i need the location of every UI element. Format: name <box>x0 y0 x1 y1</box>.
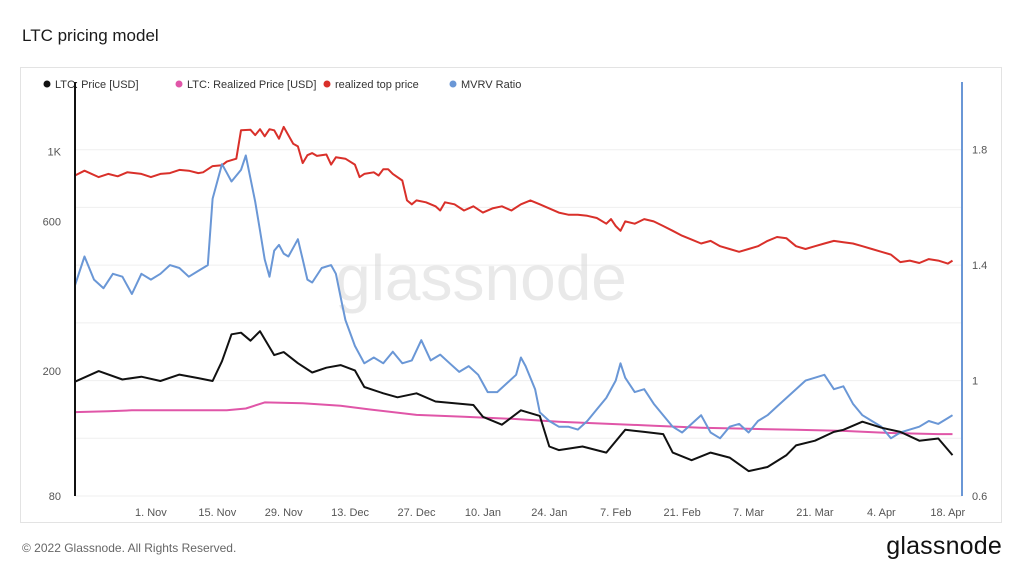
series-layer <box>74 125 954 473</box>
x-tick-label: 21. Feb <box>663 507 700 519</box>
legend-label: LTC: Price [USD] <box>55 79 139 91</box>
legend-item[interactable]: realized top price <box>323 79 419 91</box>
watermark: glassnode <box>335 242 627 314</box>
x-tick-label: 27. Dec <box>398 507 436 519</box>
legend-label: realized top price <box>335 79 419 91</box>
chart-svg: glassnode 80 200 600 1K 0.6 1 1.4 1.8 1. Nov 15. … <box>43 79 988 519</box>
watermark-text: glassnode <box>335 242 627 314</box>
x-tick-label: 15. Nov <box>198 507 236 519</box>
legend-marker <box>43 80 51 88</box>
x-tick-label: 13. Dec <box>331 507 369 519</box>
series-line-ltc-realized-price-usd <box>74 401 953 436</box>
x-tick-label: 7. Feb <box>600 507 631 519</box>
legend-label: LTC: Realized Price [USD] <box>187 79 316 91</box>
y-right-tick-label: 1.8 <box>972 145 987 157</box>
y-right-tick-label: 1.4 <box>972 260 987 272</box>
y-right-tick-label: 0.6 <box>972 491 987 503</box>
legend-item[interactable]: LTC: Price [USD] <box>43 79 139 91</box>
x-tick-label: 1. Nov <box>135 507 167 519</box>
legend-marker <box>175 80 183 88</box>
y-left-tick-label: 200 <box>43 366 61 378</box>
axes: 80 200 600 1K 0.6 1 1.4 1.8 1. Nov 15. Nov 29. Nov… <box>43 82 987 519</box>
x-tick-label: 21. Mar <box>796 507 834 519</box>
y-left-tick-label: 80 <box>49 491 61 503</box>
y-right-tick-label: 1 <box>972 376 978 388</box>
legend[interactable]: LTC: Price [USD] LTC: Realized Price [USD… <box>43 79 522 91</box>
legend-item[interactable]: MVRV Ratio <box>449 79 522 91</box>
series-line-mvrv-ratio <box>74 154 954 440</box>
x-tick-label: 24. Jan <box>531 507 567 519</box>
y-left-tick-label: 1K <box>48 147 62 159</box>
legend-marker <box>449 80 457 88</box>
grid-lines <box>75 149 962 497</box>
series-line-realized-top-price <box>74 125 954 265</box>
x-tick-label: 4. Apr <box>867 507 896 519</box>
brand-logo: glassnode <box>886 532 1002 560</box>
x-tick-label: 10. Jan <box>465 507 501 519</box>
legend-item[interactable]: LTC: Realized Price [USD] <box>175 79 317 91</box>
chart-panel: glassnode 80 200 600 1K 0.6 1 1.4 1.8 1. Nov 15. … <box>20 67 1002 523</box>
x-tick-label: 7. Mar <box>733 507 765 519</box>
x-tick-label: 18. Apr <box>930 507 965 519</box>
series-line-ltc-price-usd <box>74 330 954 473</box>
copyright: © 2022 Glassnode. All Rights Reserved. <box>22 541 237 555</box>
page-title: LTC pricing model <box>22 26 159 45</box>
y-left-tick-label: 600 <box>43 216 61 228</box>
legend-label: MVRV Ratio <box>461 79 521 91</box>
legend-marker <box>323 80 331 88</box>
x-tick-label: 29. Nov <box>265 507 303 519</box>
